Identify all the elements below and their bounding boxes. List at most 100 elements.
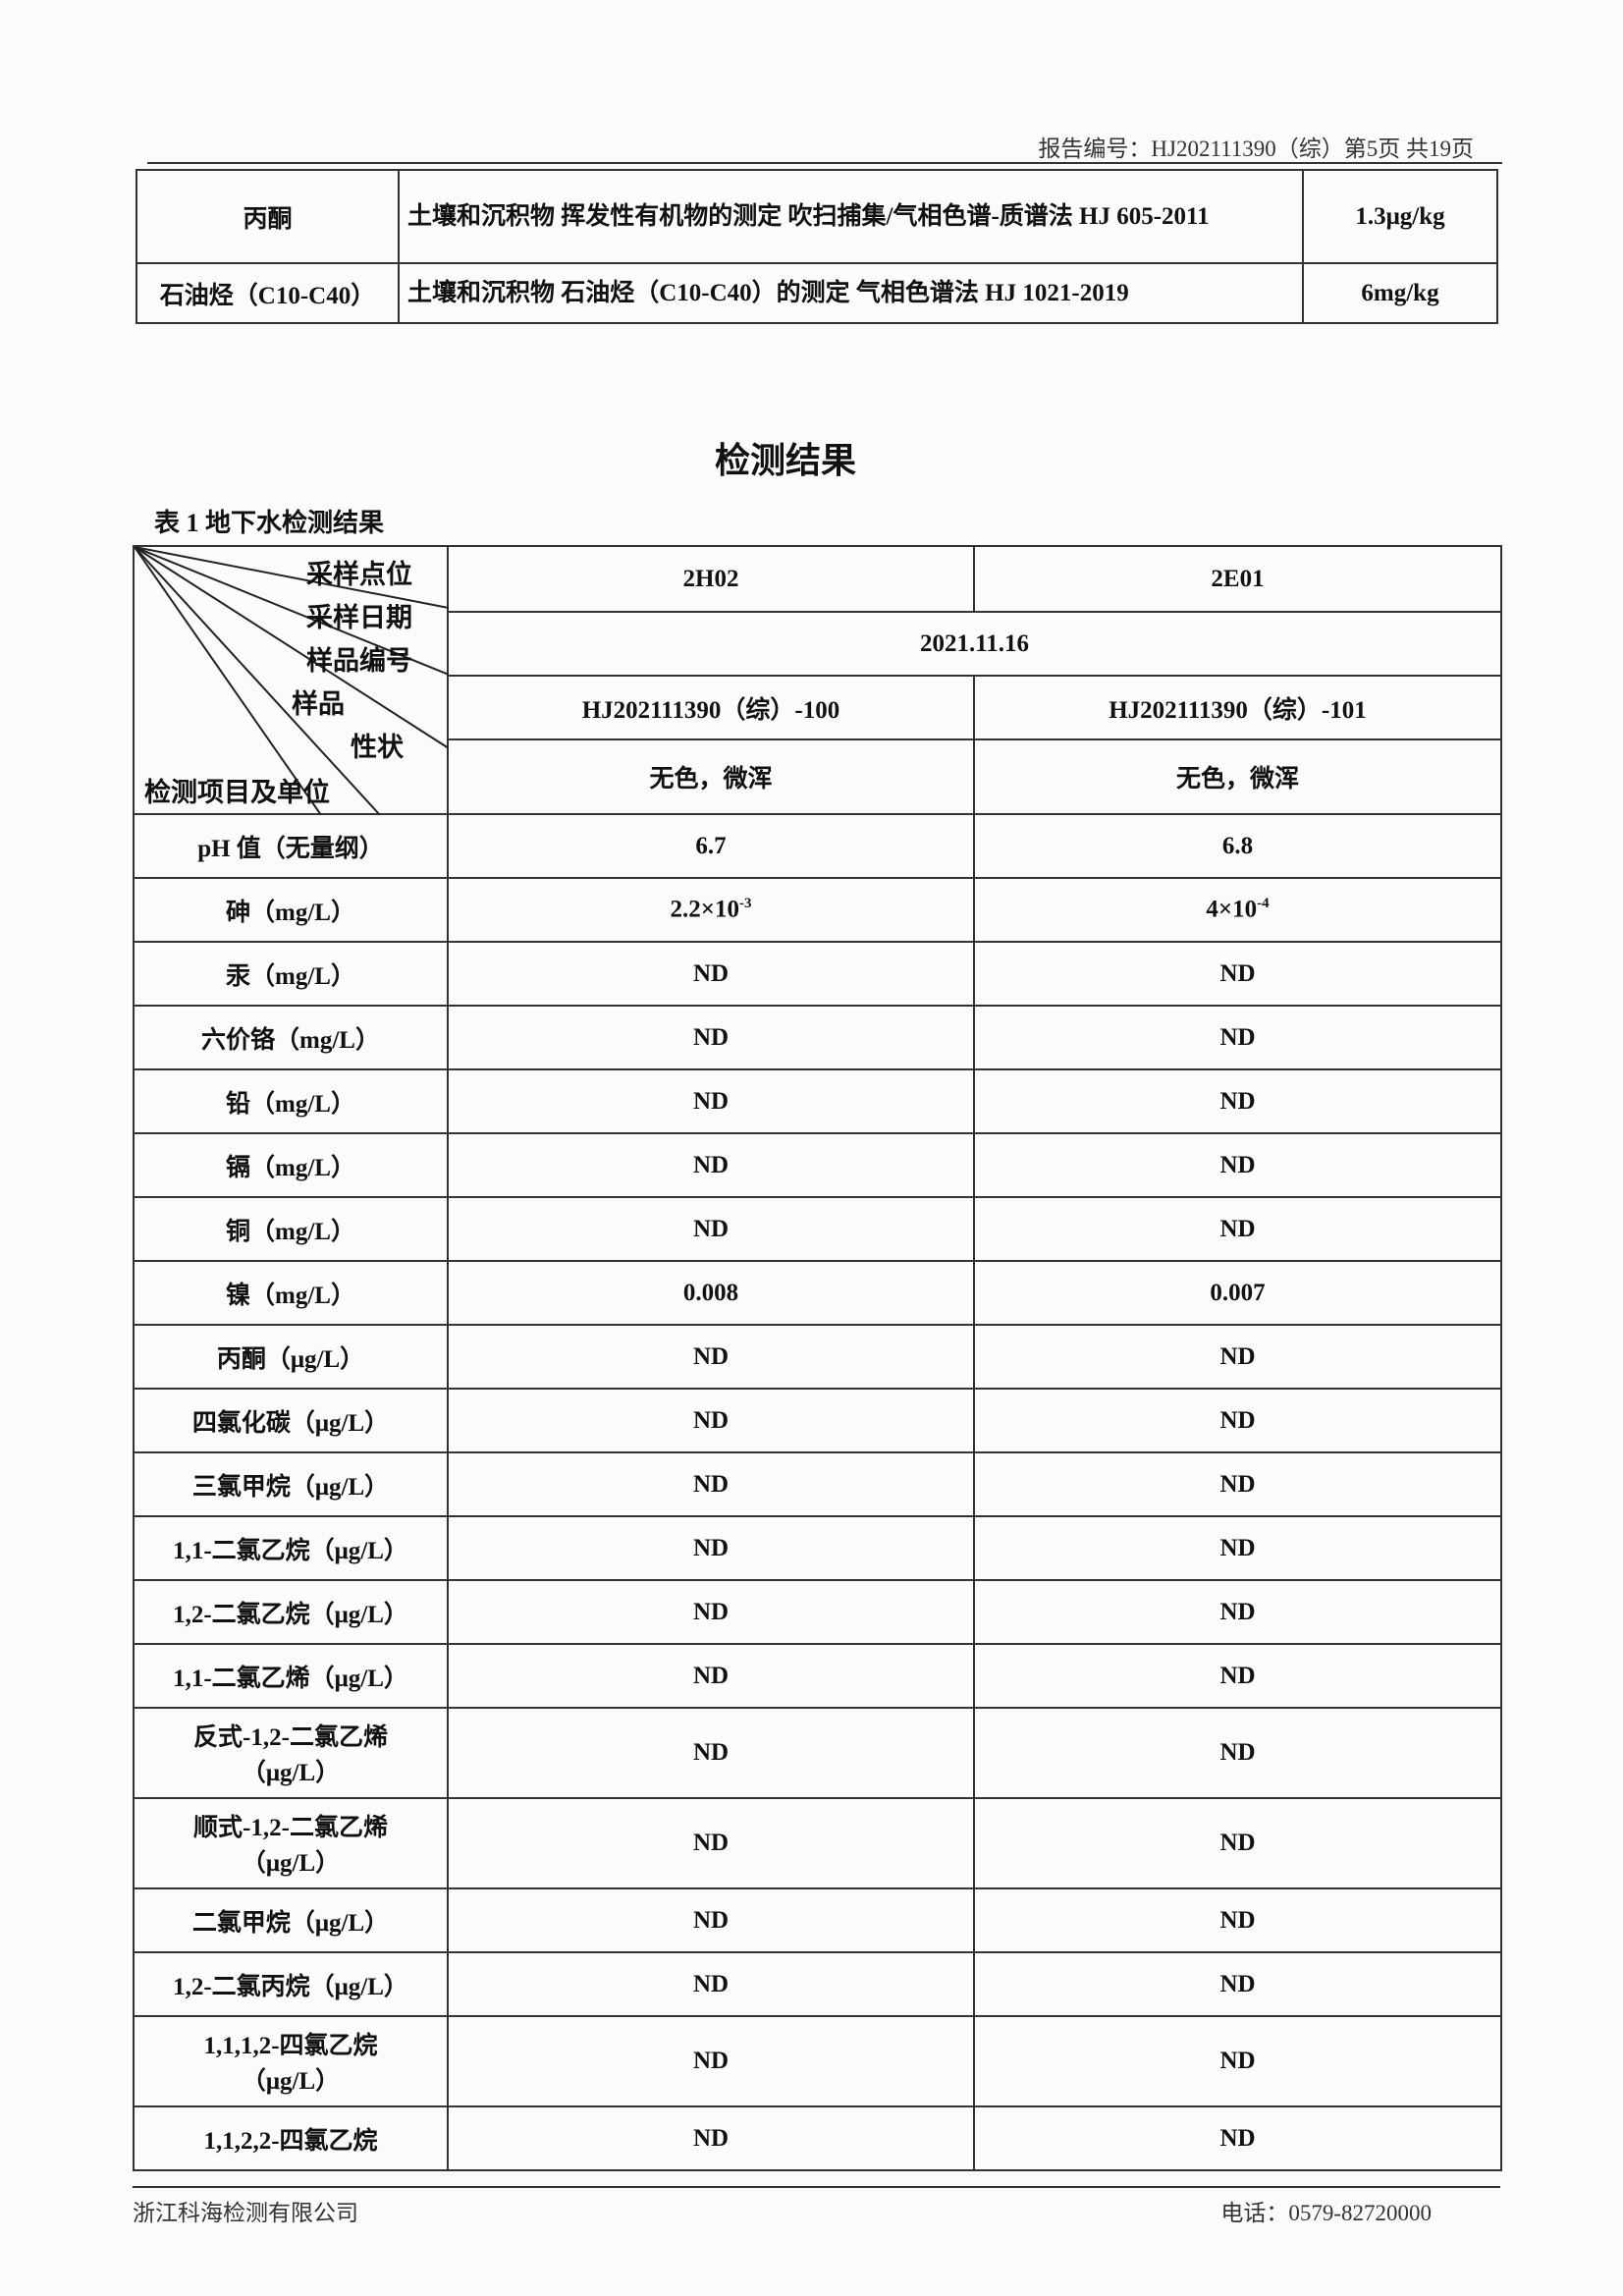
value-cell: ND	[447, 1068, 975, 1134]
value-cell: ND	[447, 941, 975, 1007]
label-item-unit: 检测项目及单位	[144, 778, 330, 807]
value-cell: ND	[447, 1324, 975, 1390]
value-cell: ND	[447, 1707, 975, 1799]
table-row: 1,1-二氯乙烯（μg/L） ND ND	[133, 1643, 1502, 1709]
item-cell: 1,1,2,2-四氯乙烷	[133, 2105, 449, 2171]
value-cell: ND	[973, 1324, 1502, 1390]
table-row: 1,1,2,2-四氯乙烷 ND ND	[133, 2105, 1502, 2171]
table-row: 三氯甲烷（μg/L） ND ND	[133, 1451, 1502, 1517]
item-cell: 1,2-二氯乙烷（μg/L）	[133, 1579, 449, 1645]
value-cell: ND	[447, 1196, 975, 1262]
table-row: 丙酮（μg/L） ND ND	[133, 1324, 1502, 1390]
value-cell: ND	[973, 2105, 1502, 2171]
header-rule	[147, 162, 1502, 164]
value-cell: ND	[447, 1451, 975, 1517]
footer-rule	[133, 2186, 1500, 2188]
table-row: 1,1-二氯乙烷（μg/L） ND ND	[133, 1515, 1502, 1581]
value-cell: ND	[973, 941, 1502, 1007]
label-sample: 样品	[292, 689, 345, 719]
item-cell: pH 值（无量纲）	[133, 813, 449, 879]
item-cell: 1,1-二氯乙烷（μg/L）	[133, 1515, 449, 1581]
footer-phone: 电话：0579-82720000	[1220, 2201, 1432, 2225]
diagonal-lines	[135, 547, 449, 815]
value-cell: ND	[973, 1579, 1502, 1645]
item-cell: 丙酮	[135, 169, 400, 264]
value-cell: 2.2×10-3	[447, 877, 975, 943]
value-cell: ND	[447, 1797, 975, 1889]
table-row: 铜（mg/L） ND ND	[133, 1196, 1502, 1262]
table-row: 铅（mg/L） ND ND	[133, 1068, 1502, 1134]
value-cell: 4×10-4	[973, 877, 1502, 943]
value-cell: 0.007	[973, 1260, 1502, 1326]
item-cell: 二氯甲烷（μg/L）	[133, 1887, 449, 1953]
table-row: 反式-1,2-二氯乙烯（μg/L） ND ND	[133, 1707, 1502, 1799]
value-cell: 6.8	[973, 813, 1502, 879]
item-cell: 石油烃（C10-C40）	[135, 262, 400, 324]
item-cell: 四氯化碳（μg/L）	[133, 1388, 449, 1453]
table-row: 镉（mg/L） ND ND	[133, 1132, 1502, 1198]
diagonal-header-cell: 采样点位 采样日期 样品编号 样品 性状 检测项目及单位	[133, 545, 449, 815]
value-cell: 0.008	[447, 1260, 975, 1326]
item-cell: 六价铬（mg/L）	[133, 1005, 449, 1070]
value-cell: ND	[447, 2105, 975, 2171]
item-cell: 砷（mg/L）	[133, 877, 449, 943]
table-row: 二氯甲烷（μg/L） ND ND	[133, 1887, 1502, 1953]
label-site: 采样点位	[306, 560, 412, 589]
item-cell: 1,1,1,2-四氯乙烷（μg/L）	[133, 2015, 449, 2107]
value-cell: ND	[973, 1951, 1502, 2017]
value-cell: ND	[973, 1388, 1502, 1453]
table-row: 1,2-二氯丙烷（μg/L） ND ND	[133, 1951, 1502, 2017]
sample-id-cell: HJ202111390（综）-100	[447, 675, 975, 740]
value-cell: ND	[447, 1887, 975, 1953]
value-cell: 6.7	[447, 813, 975, 879]
value-cell: ND	[973, 1643, 1502, 1709]
value-cell: ND	[973, 1068, 1502, 1134]
table-row: 石油烃（C10-C40） 土壤和沉积物 石油烃（C10-C40）的测定 气相色谱…	[135, 262, 1498, 324]
item-cell: 1,2-二氯丙烷（μg/L）	[133, 1951, 449, 2017]
value-cell: ND	[973, 1887, 1502, 1953]
item-cell: 铜（mg/L）	[133, 1196, 449, 1262]
label-property: 性状	[351, 733, 404, 762]
label-sample-no: 样品编号	[306, 646, 412, 676]
value-cell: ND	[973, 1797, 1502, 1889]
item-cell: 顺式-1,2-二氯乙烯（μg/L）	[133, 1797, 449, 1889]
table-caption: 表 1 地下水检测结果	[154, 509, 385, 537]
date-cell: 2021.11.16	[447, 611, 1502, 677]
table-row: 1,1,1,2-四氯乙烷（μg/L） ND ND	[133, 2015, 1502, 2107]
property-cell: 无色，微浑	[973, 738, 1502, 815]
label-date: 采样日期	[306, 603, 412, 632]
item-cell: 反式-1,2-二氯乙烯（μg/L）	[133, 1707, 449, 1799]
value-cell: ND	[973, 1005, 1502, 1070]
limit-cell: 6mg/kg	[1302, 262, 1498, 324]
value-cell: ND	[447, 2015, 975, 2107]
table-row: 1,2-二氯乙烷（μg/L） ND ND	[133, 1579, 1502, 1645]
item-cell: 三氯甲烷（μg/L）	[133, 1451, 449, 1517]
value-cell: ND	[447, 1643, 975, 1709]
table-row: pH 值（无量纲） 6.7 6.8	[133, 813, 1502, 879]
value-cell: ND	[973, 1196, 1502, 1262]
table-row: 汞（mg/L） ND ND	[133, 941, 1502, 1007]
value-cell: ND	[447, 1579, 975, 1645]
value-cell: ND	[973, 1451, 1502, 1517]
method-cell: 土壤和沉积物 石油烃（C10-C40）的测定 气相色谱法 HJ 1021-201…	[398, 262, 1304, 324]
limit-cell: 1.3μg/kg	[1302, 169, 1498, 264]
method-table: 丙酮 土壤和沉积物 挥发性有机物的测定 吹扫捕集/气相色谱-质谱法 HJ 605…	[135, 169, 1498, 324]
value-base: 2.2×10	[670, 896, 740, 923]
table-row: 砷（mg/L） 2.2×10-3 4×10-4	[133, 877, 1502, 943]
table-row: 六价铬（mg/L） ND ND	[133, 1005, 1502, 1070]
section-title: 检测结果	[714, 441, 856, 480]
groundwater-results-table: 采样点位 采样日期 样品编号 样品 性状 检测项目及单位 2H02 2E01 2…	[133, 545, 1502, 2171]
method-cell: 土壤和沉积物 挥发性有机物的测定 吹扫捕集/气相色谱-质谱法 HJ 605-20…	[398, 169, 1304, 264]
item-cell: 1,1-二氯乙烯（μg/L）	[133, 1643, 449, 1709]
footer-company: 浙江科海检测有限公司	[133, 2201, 358, 2225]
report-number: 报告编号：HJ202111390（综）第5页 共19页	[1038, 137, 1474, 161]
item-cell: 铅（mg/L）	[133, 1068, 449, 1134]
value-cell: ND	[973, 1515, 1502, 1581]
value-cell: ND	[973, 1132, 1502, 1198]
value-cell: ND	[973, 1707, 1502, 1799]
item-cell: 丙酮（μg/L）	[133, 1324, 449, 1390]
value-exponent: -3	[739, 896, 752, 912]
value-base: 4×10	[1206, 896, 1258, 923]
table-row: 四氯化碳（μg/L） ND ND	[133, 1388, 1502, 1453]
